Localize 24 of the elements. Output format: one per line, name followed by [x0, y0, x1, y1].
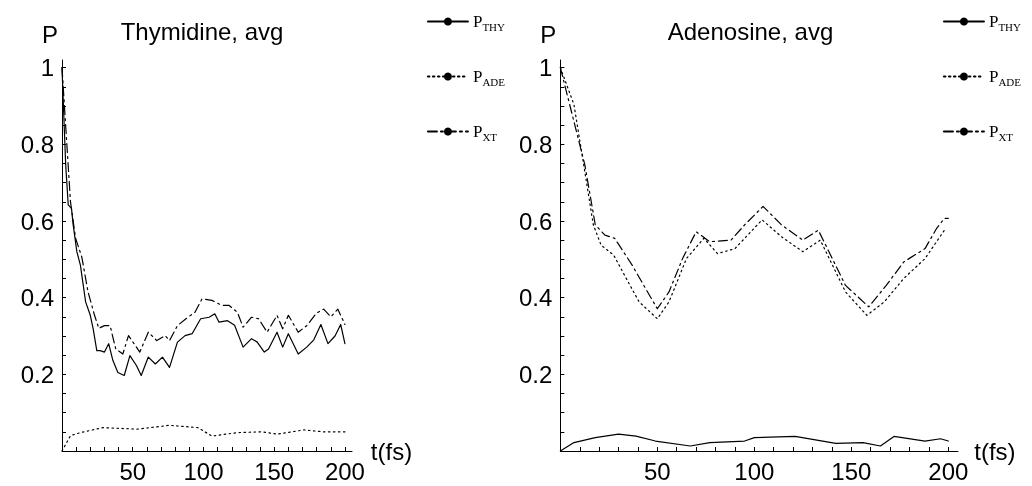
x-tick-label: 200 [928, 457, 969, 485]
y-tick-label: 0.8 [518, 130, 553, 158]
x-tick-label: 150 [831, 457, 872, 485]
y-axis-title: P [41, 20, 58, 48]
y-tick-label: 0.4 [518, 284, 553, 312]
x-axis-title: t(fs) [370, 437, 413, 465]
x-axis-title: t(fs) [974, 437, 1016, 465]
chart-title: Thymidine, avg [120, 17, 284, 45]
y-tick-label: 0.2 [518, 360, 553, 388]
y-tick-label: 1 [539, 54, 553, 82]
chart-title: Adenosine, avg [667, 17, 834, 45]
y-tick-label: 0.4 [20, 284, 54, 312]
x-tick-label: 150 [254, 457, 295, 485]
y-tick-label: 0.6 [20, 207, 54, 235]
y-tick-label: 0.8 [20, 130, 54, 158]
x-tick-label: 50 [644, 457, 671, 485]
x-tick-label: 100 [183, 457, 224, 485]
y-axis-title: P [540, 20, 557, 48]
y-tick-label: 0.6 [518, 207, 553, 235]
x-tick-label: 50 [119, 457, 147, 485]
x-tick-label: 200 [324, 457, 365, 485]
y-tick-label: 0.2 [20, 360, 54, 388]
x-tick-label: 100 [734, 457, 775, 485]
y-tick-label: 1 [40, 54, 54, 82]
